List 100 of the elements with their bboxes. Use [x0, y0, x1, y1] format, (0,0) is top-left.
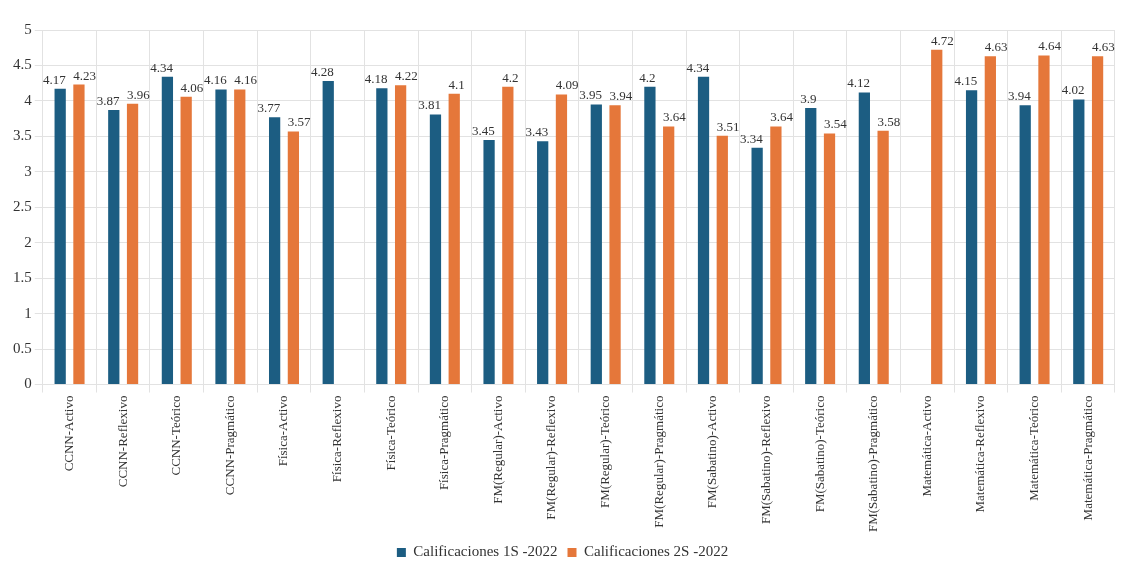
- bar: [483, 139, 495, 385]
- bar: [1073, 99, 1085, 385]
- y-tick-label: 4.5: [13, 56, 32, 73]
- data-label: 4.34: [686, 59, 710, 75]
- bar: [73, 84, 85, 385]
- x-tick-label: Matemática-Teórico: [1026, 395, 1041, 501]
- y-tick-label: 1.5: [13, 269, 32, 286]
- bar: [697, 76, 710, 385]
- x-tick-label: FM(Regular)-Teórico: [597, 395, 613, 508]
- bar: [215, 89, 227, 385]
- x-tick-label: Física-Activo: [275, 395, 291, 467]
- data-label: 3.9: [800, 90, 817, 106]
- y-tick-label: 4: [24, 91, 33, 108]
- bar: [54, 88, 66, 385]
- x-tick-label: CCNN-Activo: [60, 395, 76, 472]
- data-label: 3.77: [257, 100, 281, 116]
- x-tick-label: FM(Sabatino)-Teórico: [811, 395, 827, 513]
- data-label: 4.02: [1061, 82, 1085, 98]
- bar: [234, 89, 246, 385]
- y-tick-label: 3.5: [13, 127, 32, 144]
- data-label: 3.95: [579, 87, 602, 103]
- bar: [965, 90, 978, 385]
- bar: [751, 147, 763, 385]
- y-tick-label: 5: [24, 20, 32, 37]
- x-tick-label: FM(Sabatino)-Reflexivo: [757, 395, 773, 525]
- data-label: 4.63: [1091, 39, 1115, 55]
- data-label: 3.45: [471, 122, 495, 138]
- bar: [322, 81, 334, 385]
- data-label: 3.57: [287, 114, 312, 130]
- x-tick-label: FM(Sabatino)-Activo: [704, 395, 720, 509]
- bar: [858, 92, 870, 385]
- bar: [429, 114, 442, 385]
- data-label: 3.94: [1008, 88, 1032, 104]
- bar: [161, 76, 174, 385]
- x-tick-label: FM(Regular)-Pragmático: [650, 395, 666, 528]
- data-label: 4.2: [639, 69, 656, 85]
- bar: [269, 117, 281, 385]
- x-tick-label: FM(Regular)-Reflexivo: [543, 395, 559, 520]
- bar: [823, 133, 836, 385]
- bar: [1091, 56, 1104, 385]
- data-label: 3.64: [663, 109, 687, 125]
- bar: [108, 110, 120, 385]
- bar: [663, 126, 675, 385]
- x-tick-label: CCNN-Pragmático: [221, 395, 237, 496]
- x-tick-label: Matemática-Reflexivo: [972, 395, 988, 513]
- data-label: 4.18: [364, 71, 388, 87]
- data-label: 4.23: [73, 67, 97, 83]
- y-tick-label: 1: [24, 304, 32, 321]
- bar: [770, 126, 782, 385]
- bar: [609, 105, 621, 385]
- x-tick-label: CCNN-Reflexivo: [114, 395, 130, 488]
- x-tick-label: Física-Teórico: [382, 395, 398, 471]
- y-tick-label: 0.5: [13, 340, 32, 357]
- y-tick-label: 3: [24, 162, 32, 179]
- data-label: 4.09: [555, 77, 579, 93]
- data-label: 4.12: [847, 75, 870, 91]
- y-tick-label: 2: [24, 233, 32, 250]
- bar: [287, 131, 300, 385]
- data-label: 4.2: [502, 69, 519, 85]
- bar: [716, 135, 728, 385]
- bar: [555, 94, 568, 385]
- x-tick-label: Física-Pragmático: [436, 395, 452, 491]
- data-label: 4.63: [984, 39, 1008, 55]
- bar: [1019, 105, 1031, 385]
- bar: [502, 86, 514, 385]
- legend-label: Calificaciones 2S -2022: [584, 543, 729, 560]
- data-label: 3.34: [740, 130, 764, 146]
- data-label: 4.15: [954, 73, 978, 89]
- data-label: 4.06: [180, 79, 204, 95]
- data-label: 4.64: [1038, 38, 1062, 54]
- data-label: 3.81: [418, 97, 442, 113]
- data-label: 3.87: [96, 93, 120, 109]
- data-label: 3.94: [609, 88, 633, 104]
- data-label: 3.54: [823, 116, 848, 132]
- x-tick-label: FM(Sabatino)-Pragmático: [865, 395, 881, 533]
- bar: [126, 103, 139, 385]
- data-label: 4.16: [234, 72, 258, 88]
- data-label: 3.43: [525, 124, 549, 140]
- data-label: 3.58: [877, 113, 901, 129]
- bar: [448, 93, 460, 385]
- data-label: 4.16: [203, 72, 228, 88]
- data-label: 4.28: [311, 63, 334, 79]
- data-label: 4.17: [43, 71, 67, 87]
- bar: [394, 85, 407, 385]
- bar: [537, 141, 549, 385]
- data-label: 3.64: [770, 109, 794, 125]
- x-tick-label: Matemática-Activo: [918, 395, 934, 497]
- data-label: 4.22: [394, 68, 418, 84]
- bar: [590, 104, 602, 385]
- x-tick-label: Física-Reflexivo: [329, 395, 345, 483]
- bar: [1038, 55, 1050, 385]
- x-tick-label: CCNN-Teórico: [168, 395, 184, 476]
- bar: [984, 56, 996, 385]
- data-label: 4.72: [931, 32, 954, 48]
- data-label: 4.34: [150, 59, 174, 75]
- bar: [180, 96, 192, 385]
- bar: [644, 86, 656, 385]
- bar: [805, 108, 817, 385]
- x-tick-label: FM(Regular)-Activo: [489, 395, 505, 504]
- y-tick-label: 2.5: [13, 198, 32, 215]
